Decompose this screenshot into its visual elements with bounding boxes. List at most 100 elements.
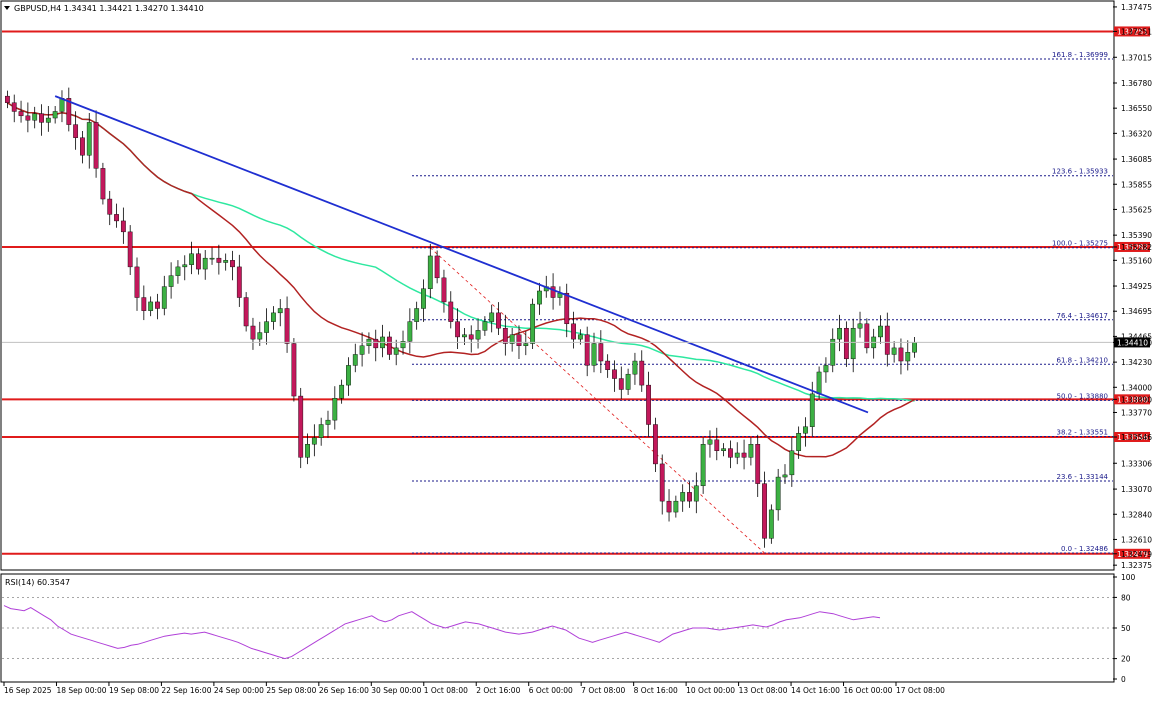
time-tick-label: 10 Oct 00:00 bbox=[686, 686, 735, 695]
rsi-line bbox=[3, 605, 881, 660]
candle bbox=[796, 426, 802, 459]
price-tick-label: 1.34000 bbox=[1121, 383, 1152, 392]
candle bbox=[421, 279, 426, 322]
candle-body bbox=[441, 277, 447, 303]
candle bbox=[441, 269, 447, 313]
candle bbox=[195, 248, 201, 275]
time-tick-label: 22 Sep 16:00 bbox=[161, 686, 211, 695]
candle bbox=[878, 315, 883, 344]
candle-body bbox=[325, 419, 331, 425]
time-tick-label: 2 Oct 16:00 bbox=[476, 686, 520, 695]
level-price-tag bbox=[1114, 241, 1150, 252]
candle bbox=[66, 87, 72, 132]
candle bbox=[39, 104, 44, 136]
candle-body bbox=[448, 301, 454, 322]
candle bbox=[318, 417, 324, 446]
price-tick-label: 1.32840 bbox=[1121, 510, 1152, 519]
price-tick-label: 1.34230 bbox=[1121, 358, 1152, 367]
level-price-label: 1.32479 bbox=[1117, 550, 1148, 559]
candle bbox=[257, 321, 263, 346]
candle bbox=[666, 489, 672, 522]
price-tick-label: 1.33890 bbox=[1121, 395, 1152, 404]
candle-body bbox=[25, 115, 31, 121]
candle-body bbox=[352, 354, 358, 366]
candle bbox=[707, 430, 713, 458]
time-tick-label: 1 Oct 08:00 bbox=[424, 686, 468, 695]
price-tick-label: 1.36550 bbox=[1121, 104, 1152, 113]
candle bbox=[700, 437, 706, 494]
candle bbox=[18, 100, 24, 123]
candle-body bbox=[80, 137, 85, 156]
candle-body bbox=[864, 323, 870, 349]
candle-body bbox=[530, 303, 536, 344]
candle-body bbox=[509, 334, 515, 344]
candle bbox=[325, 410, 331, 438]
candle-body bbox=[120, 220, 126, 233]
candle-body bbox=[230, 260, 235, 268]
time-tick-label: 13 Oct 08:00 bbox=[739, 686, 788, 695]
candle-body bbox=[687, 492, 692, 502]
rsi-tick-label: 50 bbox=[1121, 624, 1131, 633]
candle bbox=[632, 352, 638, 385]
candle bbox=[475, 318, 481, 349]
fibonacci-level-label: 23.6 - 1.33144 bbox=[1056, 473, 1108, 481]
candle bbox=[332, 386, 338, 430]
candle bbox=[884, 312, 890, 367]
main-pane-frame bbox=[0, 0, 1115, 571]
candle-body bbox=[646, 384, 651, 425]
price-tick-label: 1.32375 bbox=[1121, 561, 1152, 570]
candle bbox=[339, 379, 345, 404]
candle-body bbox=[400, 341, 406, 349]
candle-body bbox=[73, 124, 79, 138]
candle-body bbox=[264, 321, 270, 333]
triangle-down-icon[interactable] bbox=[4, 6, 10, 10]
candle-body bbox=[45, 117, 51, 123]
time-tick-label: 8 Oct 16:00 bbox=[634, 686, 678, 695]
candle bbox=[905, 340, 911, 371]
candle bbox=[127, 225, 133, 275]
level-price-label: 1.35282 bbox=[1117, 243, 1148, 252]
candle-body bbox=[305, 444, 310, 458]
candle-body bbox=[236, 266, 242, 298]
price-tick-label: 1.35855 bbox=[1121, 180, 1152, 189]
candle bbox=[864, 318, 870, 354]
candle-body bbox=[605, 360, 611, 370]
candle-body bbox=[571, 323, 576, 340]
candle bbox=[550, 273, 556, 310]
price-tick-label: 1.34925 bbox=[1121, 282, 1152, 291]
price-tick-label: 1.36780 bbox=[1121, 79, 1152, 88]
candle-body bbox=[5, 95, 10, 103]
candle bbox=[236, 254, 242, 307]
candle bbox=[598, 330, 604, 374]
candle bbox=[741, 439, 747, 470]
candle-body bbox=[830, 338, 836, 366]
time-axis[interactable]: 16 Sep 2025 18 Sep 00:00 19 Sep 08:00 22 Se… bbox=[3, 682, 945, 695]
candle-body bbox=[837, 327, 842, 340]
candle bbox=[687, 481, 692, 508]
candle-body bbox=[195, 253, 201, 270]
level-price-tag bbox=[1114, 26, 1150, 37]
candle bbox=[530, 298, 536, 349]
price-axis[interactable]: 1.37475 1.37251 1.37015 1.36780 1.36550 1.363… bbox=[2, 3, 1152, 570]
candle bbox=[755, 434, 761, 497]
candle-body bbox=[693, 485, 699, 502]
candle bbox=[175, 260, 181, 284]
time-tick-label: 16 Sep 2025 bbox=[4, 686, 52, 695]
candle-body bbox=[728, 448, 733, 458]
candle-body bbox=[673, 500, 679, 513]
candle bbox=[803, 417, 808, 447]
levels-layer: 1.37251 1.35282 1.33890 1.33546 1.32479 bbox=[2, 26, 1150, 559]
candle-body bbox=[271, 312, 276, 322]
price-tick-label: 1.35160 bbox=[1121, 256, 1152, 265]
candle bbox=[830, 328, 836, 373]
fibonacci-level-label: 100.0 - 1.35275 bbox=[1052, 240, 1108, 248]
candle-body bbox=[632, 360, 638, 375]
candle-body bbox=[618, 378, 624, 390]
candle bbox=[373, 329, 379, 362]
candle bbox=[107, 190, 113, 226]
candle-body bbox=[168, 275, 174, 287]
candle bbox=[25, 102, 31, 133]
symbol-header: GBPUSD,H4 1.34341 1.34421 1.34270 1.3441… bbox=[14, 4, 204, 13]
